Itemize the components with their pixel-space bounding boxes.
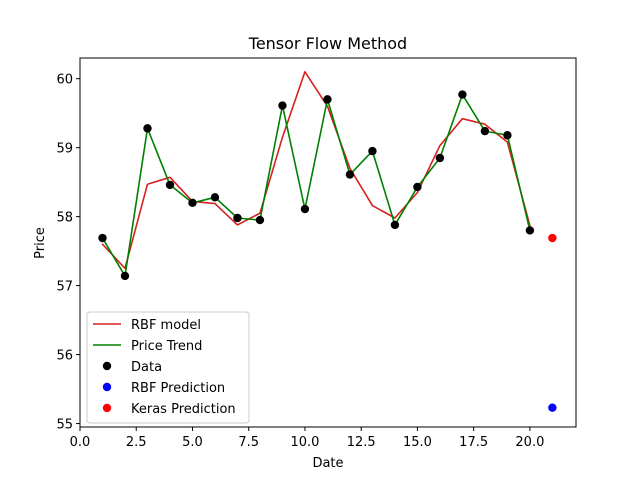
data-point-2-11 bbox=[345, 170, 355, 179]
series-line-0 bbox=[101, 70, 531, 270]
data-point-2-0 bbox=[98, 233, 107, 243]
y-axis-label: Price bbox=[33, 227, 48, 259]
data-point-2-5 bbox=[210, 193, 220, 202]
legend-swatch-2 bbox=[102, 361, 112, 371]
axes-frame bbox=[79, 57, 577, 428]
data-point-2-18 bbox=[503, 131, 512, 140]
data-point-4-0 bbox=[548, 233, 557, 243]
plot-area: 0.0 2.5 5.0 7.5 10.0 12.5 15.0 17.5 20.0 55 56 57 58… bbox=[56, 57, 577, 450]
data-point-2-13 bbox=[390, 220, 400, 230]
legend-label-1: Price Trend bbox=[131, 339, 202, 354]
x-tick-label-5: 12.5 bbox=[347, 435, 376, 450]
y-tick-label-2: 57 bbox=[56, 280, 73, 295]
x-axis-label: Date bbox=[312, 456, 343, 471]
data-point-3-0 bbox=[548, 403, 557, 412]
x-tick-label-4: 10.0 bbox=[290, 435, 319, 450]
data-point-2-7 bbox=[255, 215, 265, 225]
y-tick-label-1: 56 bbox=[56, 349, 73, 364]
data-point-2-10 bbox=[323, 95, 332, 104]
data-point-2-16 bbox=[458, 90, 467, 99]
legend: RBF model Price Trend Data RBF Prediction Ke… bbox=[86, 311, 250, 424]
x-tick-label-8: 20.0 bbox=[515, 435, 544, 450]
data-point-2-17 bbox=[480, 126, 490, 136]
y-tick-label-5: 60 bbox=[56, 73, 73, 88]
data-point-2-15 bbox=[435, 153, 445, 163]
data-point-2-19 bbox=[525, 226, 535, 235]
y-tick-label-3: 58 bbox=[56, 211, 73, 226]
chart-title: Tensor Flow Method bbox=[248, 34, 407, 53]
legend-swatch-3 bbox=[102, 382, 112, 392]
y-tick-label-0: 55 bbox=[56, 418, 73, 433]
data-point-2-12 bbox=[368, 146, 377, 156]
legend-swatch-4 bbox=[102, 403, 112, 413]
legend-box bbox=[86, 311, 250, 424]
x-tick-label-7: 17.5 bbox=[459, 435, 488, 450]
legend-label-3: RBF Prediction bbox=[131, 381, 225, 396]
y-tick-label-4: 59 bbox=[56, 142, 73, 157]
series-line-1 bbox=[101, 93, 531, 277]
x-tick-label-1: 2.5 bbox=[126, 435, 147, 450]
data-point-2-3 bbox=[165, 180, 175, 190]
data-point-2-8 bbox=[278, 101, 287, 110]
legend-label-4: Keras Prediction bbox=[131, 402, 236, 417]
x-tick-label-6: 15.0 bbox=[403, 435, 432, 450]
data-point-2-4 bbox=[188, 198, 197, 208]
x-tick-label-2: 5.0 bbox=[182, 435, 203, 450]
data-point-2-14 bbox=[413, 182, 422, 192]
legend-label-0: RBF model bbox=[131, 318, 201, 333]
data-point-2-9 bbox=[300, 204, 310, 214]
data-point-2-1 bbox=[120, 271, 130, 281]
data-point-2-6 bbox=[233, 213, 242, 223]
x-tick-label-3: 7.5 bbox=[238, 435, 259, 450]
legend-label-2: Data bbox=[131, 360, 162, 375]
data-point-2-2 bbox=[143, 124, 152, 133]
x-tick-label-0: 0.0 bbox=[70, 435, 91, 450]
